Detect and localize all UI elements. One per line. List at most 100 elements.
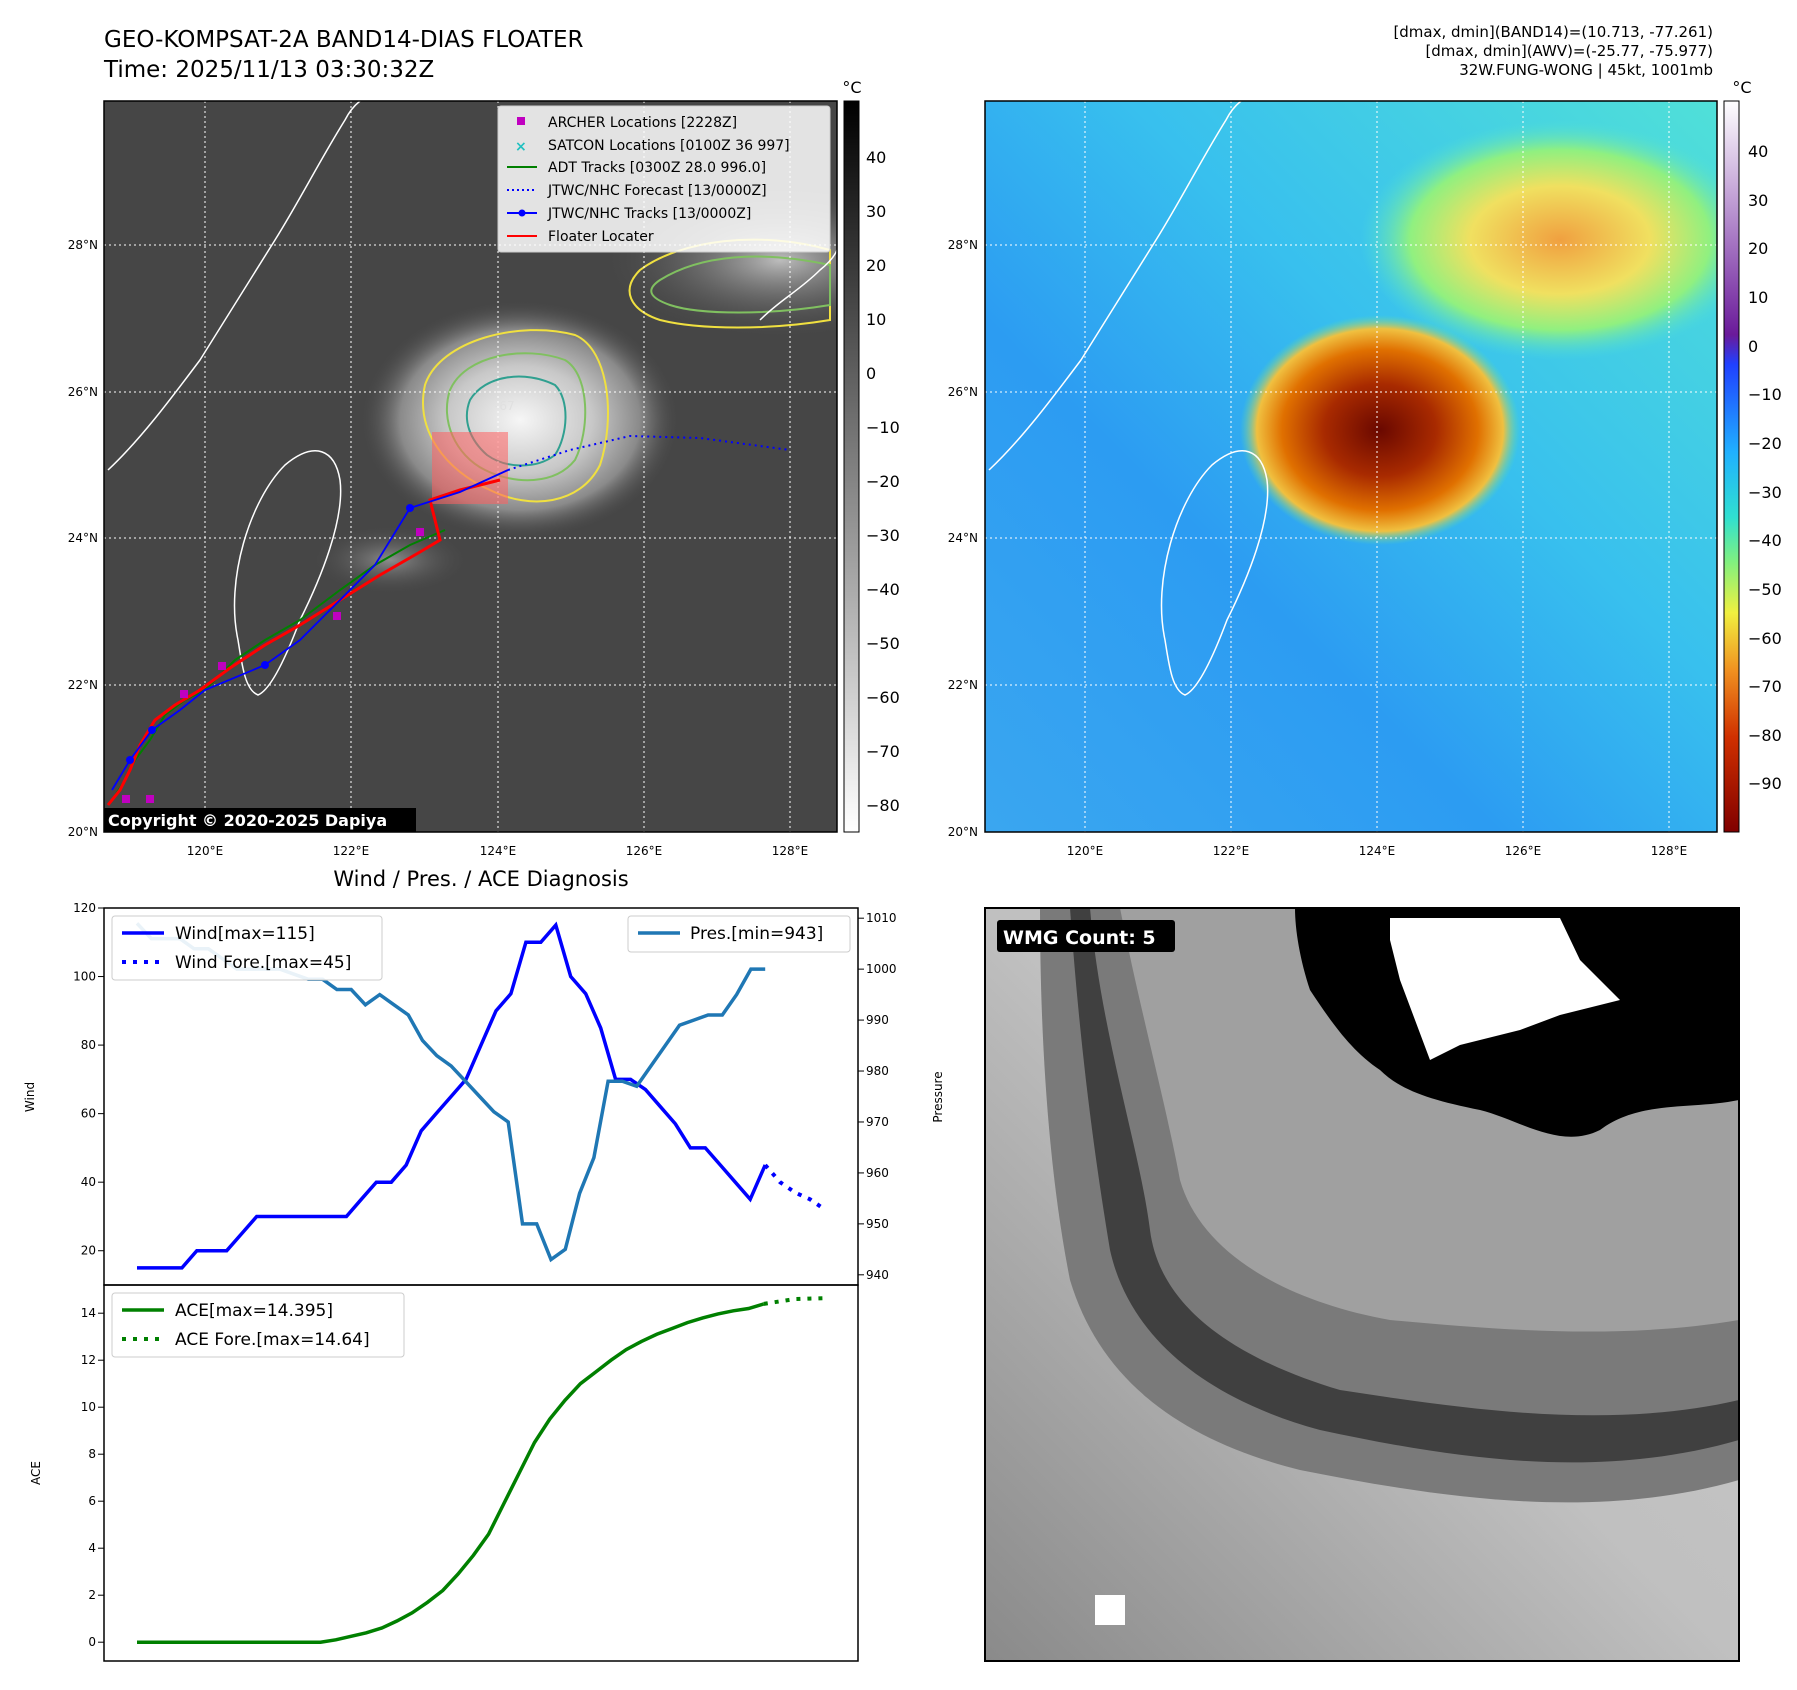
ir-lat-tick: 20°N (68, 825, 98, 839)
wv-lat-tick: 24°N (948, 531, 978, 545)
diagnosis-chart: Wind / Pres. / ACE Diagnosis 20406080100… (23, 867, 945, 1662)
legend-satcon-label: SATCON Locations [0100Z 36 997] (548, 138, 790, 154)
pressure-tick-label: 980 (866, 1064, 889, 1078)
legend-floater-label: Floater Locater (548, 229, 654, 245)
ace-tick-label: 8 (88, 1447, 96, 1461)
ir-colorbar-tick: 40 (866, 148, 886, 167)
wind-tick-label: 100 (73, 970, 96, 984)
ir-legend: ARCHER Locations [2228Z] × SATCON Locati… (497, 105, 831, 253)
wind-legend: Wind[max=115] Wind Fore.[max=45] (111, 915, 383, 981)
ir-floater-box (432, 432, 508, 504)
wv-storm-core (1240, 315, 1520, 545)
wv-colorbar-tick: −20 (1748, 434, 1782, 453)
pressure-tick-label: 1010 (866, 911, 897, 925)
legend-pres-label: Pres.[min=943] (690, 924, 823, 944)
ace-tick-label: 0 (88, 1635, 96, 1649)
wv-map-frame (984, 100, 1718, 833)
wv-colorbar-tick: 0 (1748, 337, 1758, 356)
wv-field (985, 101, 1717, 832)
ir-colorbar-tick: −10 (866, 418, 900, 437)
ace-yticks: 0 2 4 6 8 10 12 14 (81, 1306, 104, 1649)
ir-colorbar-tick: −20 (866, 472, 900, 491)
ir-colorbar-unit: °C (842, 78, 861, 97)
ace-axis-label: ACE (29, 1461, 43, 1485)
wv-colorbar-tick: 10 (1748, 288, 1768, 307)
band14-range-text: [dmax, dmin](BAND14)=(10.713, -77.261) (1393, 23, 1713, 41)
wv-lon-tick: 126°E (1505, 844, 1542, 858)
ace-series-line (137, 1302, 765, 1644)
copyright-text: Copyright © 2020-2025 Dapiya (108, 811, 387, 830)
wv-lon-tick: 122°E (1213, 844, 1250, 858)
ace-frame (103, 1284, 859, 1662)
legend-jtwc-marker (518, 209, 526, 217)
pressure-axis-label: Pressure (931, 1071, 945, 1122)
ir-colorbar-tick: 0 (866, 364, 876, 383)
ir-lat-tick: 28°N (68, 238, 98, 252)
wmg-panel: WMG Count: 5 (984, 907, 1740, 1662)
ace-tick-label: 14 (81, 1306, 96, 1320)
ir-colorbar-tick: −50 (866, 634, 900, 653)
ir-colorbar-tick: 30 (866, 202, 886, 221)
ir-colorbar-tick: −70 (866, 742, 900, 761)
legend-wind-label: Wind[max=115] (175, 924, 315, 944)
pressure-legend: Pres.[min=943] (627, 915, 851, 953)
legend-ace-fore-label: ACE Fore.[max=14.64] (175, 1330, 370, 1350)
wv-coastline-taiwan (1160, 450, 1269, 696)
pressure-tick-label: 1000 (866, 962, 897, 976)
wv-lat-tick: 28°N (948, 238, 978, 252)
wind-tick-label: 40 (81, 1175, 96, 1189)
wind-tick-label: 20 (81, 1244, 96, 1258)
wv-lat-tick: 26°N (948, 385, 978, 399)
wmg-white-pixel (1095, 1595, 1125, 1625)
ir-lon-tick: 126°E (626, 844, 663, 858)
wv-moist-region-northeast (1360, 120, 1717, 360)
wind-yticks: 20 40 60 80 100 120 (73, 901, 104, 1258)
ir-lat-tick: 26°N (68, 385, 98, 399)
legend-archer-label: ARCHER Locations [2228Z] (548, 115, 737, 131)
ir-cloud-band-south (310, 525, 470, 595)
ir-coastline-china (107, 101, 361, 471)
ir-storm-cloud (360, 300, 680, 540)
ir-lon-ticks: 120°E 122°E 124°E 126°E 128°E (187, 844, 809, 858)
ir-lon-tick: 122°E (333, 844, 370, 858)
wv-gridlines (985, 101, 1717, 832)
ir-archer-locations (122, 528, 424, 803)
ir-colorbar-tick: 10 (866, 310, 886, 329)
legend-wind-fore-label: Wind Fore.[max=45] (175, 953, 351, 973)
legend-adt-label: ADT Tracks [0300Z 28.0 996.0] (548, 160, 766, 176)
pressure-tick-label: 990 (866, 1013, 889, 1027)
ace-tick-label: 12 (81, 1353, 96, 1367)
wv-colorbar-tick: −60 (1748, 629, 1782, 648)
ir-floater-locater-track (106, 478, 501, 806)
ir-colorbar-tick: −80 (866, 796, 900, 815)
ir-lon-tick: 128°E (772, 844, 809, 858)
wv-lon-tick: 128°E (1651, 844, 1688, 858)
wmg-count-badge (997, 920, 1175, 952)
pressure-yticks: 940 950 960 970 980 990 1000 1010 (858, 911, 897, 1282)
pressure-tick-label: 950 (866, 1217, 889, 1231)
ir-contour-label: -67 (495, 399, 515, 413)
ir-lat-tick: 22°N (68, 678, 98, 692)
wv-coastline-china (988, 101, 1242, 471)
figure-time: Time: 2025/11/13 03:30:32Z (104, 57, 435, 83)
wv-colorbar-tick: 20 (1748, 239, 1768, 258)
wv-map-panel: 28°N 26°N 24°N 22°N 20°N 120°E 122°E 124… (948, 78, 1782, 858)
wv-lon-tick: 120°E (1067, 844, 1104, 858)
awv-range-text: [dmax, dmin](AWV)=(-25.77, -75.977) (1425, 42, 1713, 60)
wind-forecast-line (763, 1163, 827, 1212)
wv-colorbar-tick: −50 (1748, 580, 1782, 599)
wind-tick-label: 80 (81, 1038, 96, 1052)
legend-archer-marker (517, 117, 525, 125)
ace-tick-label: 4 (88, 1541, 96, 1555)
legend-ace-label: ACE[max=14.395] (175, 1301, 333, 1321)
wind-axis-label: Wind (23, 1082, 37, 1112)
ir-colorbar-tick: −40 (866, 580, 900, 599)
ir-colorbar (843, 100, 860, 833)
ir-colorbar-tick: −60 (866, 688, 900, 707)
ir-lat-ticks: 28°N 26°N 24°N 22°N 20°N (68, 238, 98, 839)
copyright-bg (104, 808, 416, 832)
ir-lon-tick: 124°E (480, 844, 517, 858)
ir-jtwc-forecast-track (507, 434, 791, 471)
diagnosis-title: Wind / Pres. / ACE Diagnosis (333, 867, 628, 891)
ir-jtwc-track-points (126, 504, 414, 764)
